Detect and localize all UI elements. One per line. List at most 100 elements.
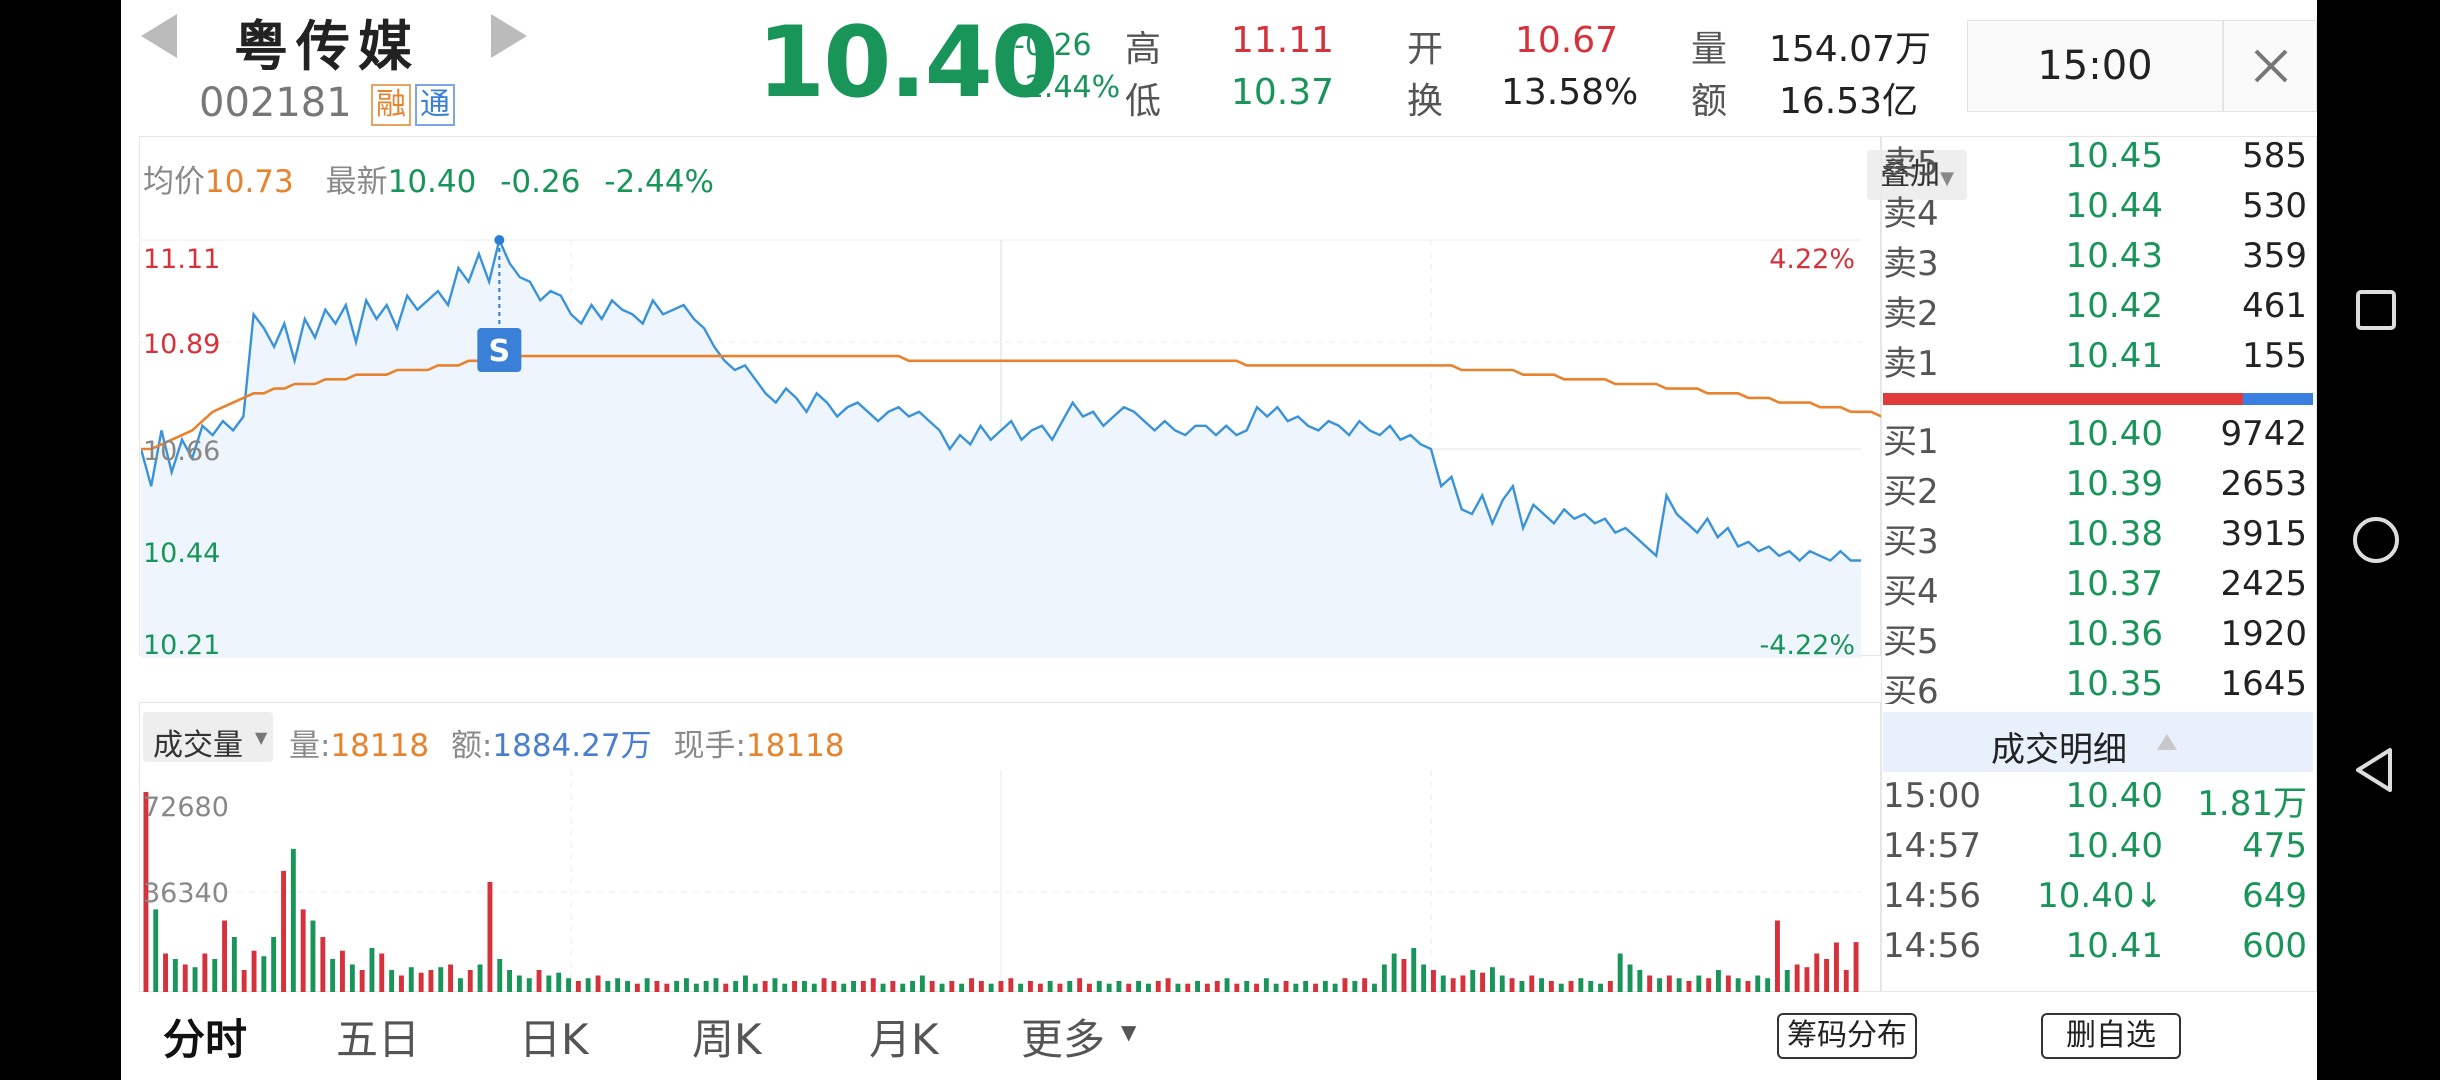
price-change: -0.26 bbox=[1014, 28, 1092, 63]
volume-bar bbox=[310, 920, 316, 992]
volume-bar bbox=[1155, 981, 1161, 992]
indicator-selector[interactable]: 成交量 ▼ bbox=[143, 712, 273, 763]
bid-row[interactable]: 买2 10.39 2653 bbox=[1883, 464, 2313, 514]
bid-volume: 2653 bbox=[2220, 464, 2307, 504]
ask-row[interactable]: 卖3 10.43 359 bbox=[1883, 236, 2313, 286]
next-stock-arrow-icon[interactable] bbox=[491, 14, 527, 58]
trade-row: 14:56 10.40↓ 649 bbox=[1883, 876, 2313, 926]
volume-bar bbox=[1136, 981, 1141, 992]
trade-row: 15:00 10.40 1.81万 bbox=[1883, 776, 2313, 826]
bid-price: 10.35 bbox=[2065, 664, 2163, 704]
tab-2[interactable]: 日K bbox=[519, 1015, 589, 1064]
bid-row[interactable]: 买6 10.35 1645 bbox=[1883, 664, 2313, 704]
volume-bar bbox=[978, 981, 984, 992]
overlay-dropdown[interactable]: 叠加▼ bbox=[1867, 150, 1967, 200]
y-axis-label: 10.44 bbox=[143, 538, 220, 569]
y-axis-label: 10.89 bbox=[143, 329, 220, 360]
volume-bar bbox=[1411, 948, 1417, 992]
chip-distribution-button[interactable]: 筹码分布 bbox=[1777, 1013, 1917, 1059]
volume-chart[interactable]: 72680 36340 bbox=[141, 770, 1881, 992]
volume-bar bbox=[1037, 983, 1043, 992]
volume-bar bbox=[1303, 981, 1309, 992]
volume-bar bbox=[1509, 978, 1515, 992]
volume-bar bbox=[1234, 983, 1240, 992]
trade-detail-header[interactable]: 成交明细 bbox=[1883, 712, 2313, 772]
volume-bar bbox=[625, 981, 630, 992]
sell-marker[interactable] bbox=[477, 328, 522, 372]
tab-0[interactable]: 分时 bbox=[163, 1015, 248, 1064]
recent-apps-button[interactable] bbox=[2346, 280, 2406, 340]
volume-bar bbox=[870, 978, 876, 992]
amount-value: 16.53亿 bbox=[1779, 81, 1919, 122]
latest-change-pct: -2.44% bbox=[604, 164, 714, 200]
volume-bar bbox=[1755, 975, 1761, 992]
ask-volume: 585 bbox=[2242, 136, 2307, 176]
volume-bar bbox=[251, 950, 257, 992]
volume-bar bbox=[1067, 981, 1073, 992]
bid-row[interactable]: 买1 10.40 9742 bbox=[1883, 414, 2313, 464]
volume-bar bbox=[1450, 978, 1456, 992]
volume-bar bbox=[1519, 981, 1525, 992]
volume-bar bbox=[1568, 981, 1574, 992]
volume-bar bbox=[821, 978, 827, 992]
volume-bar bbox=[910, 981, 915, 992]
volume-bar bbox=[851, 981, 856, 992]
ask-row[interactable]: 卖1 10.41 155 bbox=[1883, 336, 2313, 386]
volume-bar bbox=[467, 970, 473, 992]
tab-5[interactable]: 更多 bbox=[1021, 1015, 1106, 1064]
tab-4[interactable]: 月K bbox=[869, 1015, 939, 1064]
volume-bar bbox=[556, 972, 562, 992]
avg-price-line bbox=[141, 354, 1881, 451]
volume-bar bbox=[1057, 983, 1063, 992]
volume-bar bbox=[1126, 983, 1132, 992]
ask-volume: 359 bbox=[2242, 236, 2307, 276]
volume-bar bbox=[1322, 981, 1328, 992]
volume-bar bbox=[841, 983, 847, 992]
remove-watchlist-button[interactable]: 删自选 bbox=[2041, 1013, 2181, 1059]
latest-change: -0.26 bbox=[500, 164, 581, 200]
volume-bar bbox=[1185, 983, 1191, 992]
volume-bar bbox=[1794, 964, 1800, 992]
home-button[interactable] bbox=[2346, 510, 2406, 570]
volume-bar bbox=[743, 975, 748, 992]
intraday-price-chart[interactable]: 11.1110.8910.6610.4410.214.22%-4.22%S09:… bbox=[141, 218, 1881, 660]
volume-bar bbox=[1558, 983, 1564, 992]
bid-volume: 1645 bbox=[2220, 664, 2307, 704]
bid-level-label: 买5 bbox=[1883, 622, 1939, 662]
volume-bar bbox=[831, 981, 837, 992]
volume-bar bbox=[1381, 964, 1387, 992]
tab-1[interactable]: 五日 bbox=[336, 1015, 421, 1064]
ask-row[interactable]: 卖2 10.42 461 bbox=[1883, 286, 2313, 336]
volume-bar bbox=[182, 964, 188, 992]
volume-bar bbox=[507, 970, 512, 992]
price-change-pct: -2.44% bbox=[1014, 70, 1121, 105]
bid-row[interactable]: 买4 10.37 2425 bbox=[1883, 564, 2313, 614]
bid-level-label: 买4 bbox=[1883, 572, 1939, 612]
volume-bar bbox=[664, 983, 670, 992]
prev-stock-arrow-icon[interactable] bbox=[141, 14, 177, 58]
volume-bar bbox=[684, 978, 689, 992]
volume-bar bbox=[192, 967, 198, 992]
tab-3[interactable]: 周K bbox=[692, 1015, 762, 1064]
ask-row[interactable]: 卖5 10.45 585 bbox=[1883, 136, 2313, 186]
trade-volume: 649 bbox=[2242, 876, 2307, 916]
ask-row[interactable]: 卖4 10.44 530 bbox=[1883, 186, 2313, 236]
bid-row[interactable]: 买5 10.36 1920 bbox=[1883, 614, 2313, 664]
stock-detail-page: 粤传媒 002181 融 通 10.40 -0.26 -2.44% 高 11.1… bbox=[121, 0, 2317, 1080]
volume-bar bbox=[792, 981, 797, 992]
volume-bar bbox=[615, 978, 621, 992]
bid-price: 10.39 bbox=[2065, 464, 2163, 504]
volume-bar bbox=[1725, 975, 1731, 992]
close-button[interactable] bbox=[2223, 20, 2317, 112]
back-button[interactable] bbox=[2346, 740, 2406, 800]
volume-bar bbox=[1263, 978, 1269, 992]
vol-label: 量: bbox=[289, 728, 331, 764]
volume-bar bbox=[1666, 975, 1672, 992]
bid-row[interactable]: 买3 10.38 3915 bbox=[1883, 514, 2313, 564]
volume-bar bbox=[1745, 981, 1751, 992]
volume-bar bbox=[340, 950, 345, 992]
volume-bar bbox=[585, 978, 591, 992]
volume-bar bbox=[428, 970, 434, 992]
last-price: 10.40 bbox=[757, 6, 1059, 120]
volume-bar bbox=[1116, 981, 1122, 992]
